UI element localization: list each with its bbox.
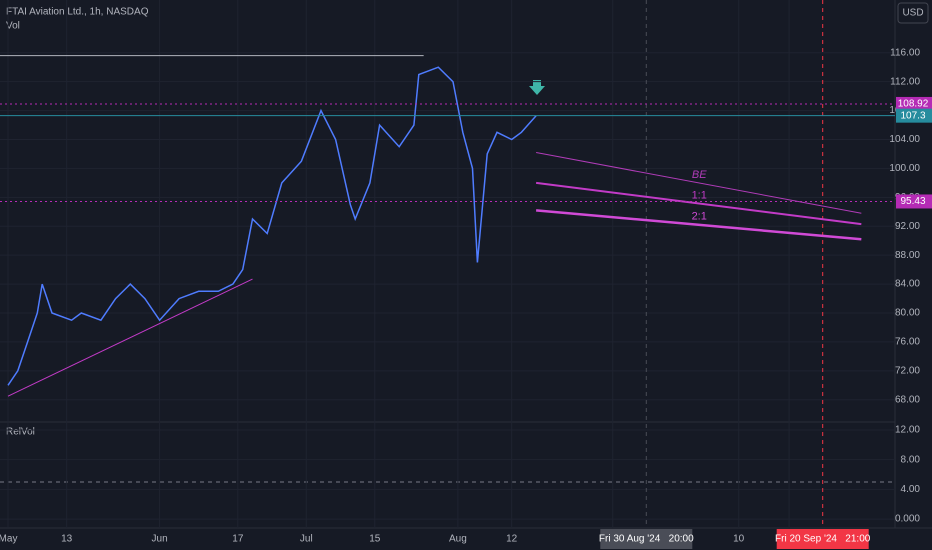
date-label: Fri 30 Aug '24 20:00 (599, 534, 694, 545)
x-tick-label: 17 (232, 534, 244, 545)
trendline-label: 2:1 (692, 211, 707, 223)
x-tick-label: 13 (61, 534, 73, 545)
y-tick-label: 100.00 (889, 163, 920, 174)
y-tick-label: 116.00 (890, 47, 920, 58)
price-label: 95.43 (900, 196, 925, 207)
arrow-annotation (529, 80, 545, 95)
chart-title: FTAI Aviation Ltd., 1h, NASDAQ (6, 7, 149, 18)
trendline (7, 278, 253, 397)
trendline (535, 181, 862, 226)
y-tick-label: 112.00 (890, 76, 920, 87)
y-tick-label: 88.00 (895, 250, 920, 261)
y-tick-label: 76.00 (895, 337, 920, 348)
price-line (7, 66, 537, 386)
x-tick-label: May (0, 534, 17, 545)
price-label: 108.92 (898, 99, 929, 110)
x-tick-label: 10 (733, 534, 745, 545)
y-tick-label: 68.00 (895, 394, 920, 405)
trendline (536, 152, 862, 214)
y-tick-label: 80.00 (895, 308, 920, 319)
x-tick-label: Jun (152, 534, 168, 545)
y-tick-label: 104.00 (889, 134, 920, 145)
y-tick-label: 84.00 (895, 279, 920, 290)
currency[interactable]: USD (902, 8, 923, 19)
trendline-label: 1:1 (692, 189, 707, 201)
y2-tick-label: 8.00 (901, 454, 921, 465)
price-label-box (896, 194, 932, 209)
volume-label: Vol (6, 21, 20, 32)
currency-button[interactable] (897, 2, 929, 24)
y-tick-label: 72.00 (895, 365, 920, 376)
y2-tick-label: 4.00 (901, 484, 921, 495)
y-tick-label: 92.00 (895, 221, 920, 232)
trendline (536, 209, 862, 241)
y2-tick-label: 12.00 (895, 425, 920, 436)
x-tick-label: 15 (369, 534, 381, 545)
y2-tick-label: 0.000 (895, 514, 920, 525)
price-label: 107.3 (900, 110, 925, 121)
date-label-box (776, 529, 869, 549)
price-label-box (896, 108, 932, 123)
x-tick-label: Jul (300, 534, 313, 545)
date-label: Fri 20 Sep '24 21:00 (775, 534, 871, 545)
date-label-box (600, 529, 693, 549)
x-tick-label: Aug (449, 534, 467, 545)
price-label-box (896, 96, 932, 111)
trendline-label: BE (692, 169, 707, 181)
x-tick-label: 12 (506, 534, 518, 545)
relvol-label: RelVol (6, 427, 35, 438)
